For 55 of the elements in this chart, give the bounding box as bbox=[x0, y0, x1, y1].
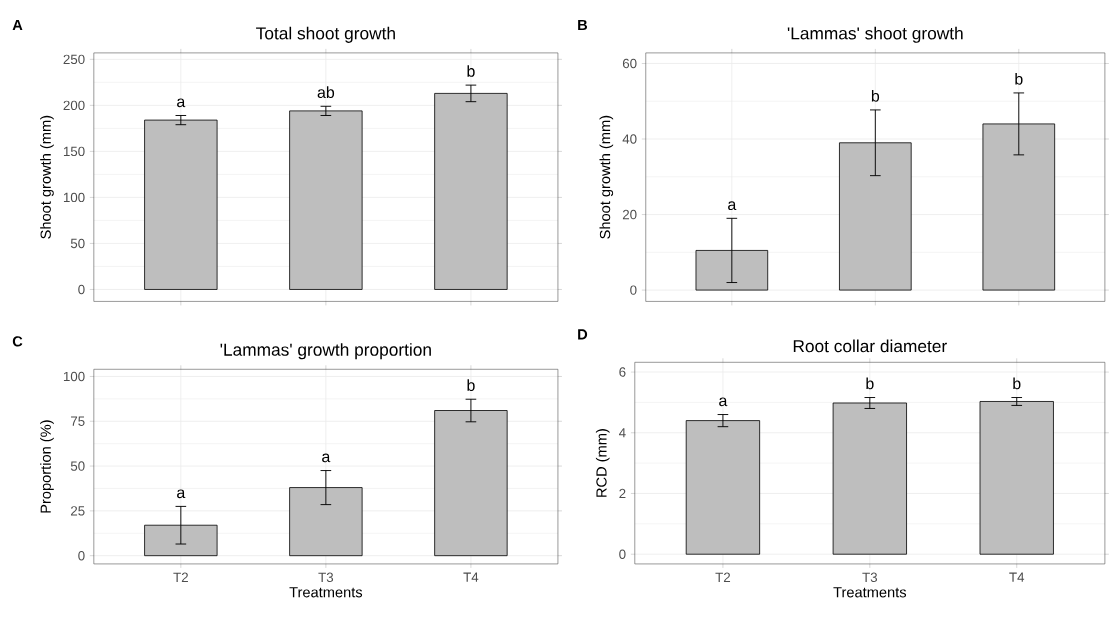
y-tick-label: 50 bbox=[70, 238, 85, 249]
y-axis-title: RCD (mm) bbox=[595, 429, 610, 497]
y-axis-title: Proportion (%) bbox=[40, 420, 54, 513]
annotation: b bbox=[871, 90, 880, 102]
x-tick-label: T2 bbox=[173, 572, 188, 582]
bar bbox=[144, 524, 218, 557]
x-tick-label: T3 bbox=[862, 572, 878, 583]
text: D bbox=[578, 329, 588, 340]
y-tick-label: 100 bbox=[63, 192, 85, 203]
y-tick-label: 50 bbox=[70, 461, 85, 471]
chart-title: Total shoot growth bbox=[256, 26, 395, 43]
x-tick-label: T4 bbox=[463, 572, 479, 582]
annotation: a bbox=[322, 453, 331, 463]
y-tick-label: 60 bbox=[622, 58, 637, 69]
y-tick-label: 40 bbox=[622, 134, 637, 144]
text: B bbox=[578, 20, 588, 31]
y-tick-label: 20 bbox=[622, 209, 637, 220]
y-tick-label: 75 bbox=[71, 416, 85, 426]
x-tick-label: T3 bbox=[318, 572, 334, 583]
y-tick-label: 150 bbox=[63, 146, 85, 157]
y-tick-label: 200 bbox=[63, 100, 85, 111]
text: A bbox=[12, 20, 23, 31]
x-tick-label: T4 bbox=[1009, 572, 1025, 582]
bar bbox=[979, 401, 1054, 555]
bar bbox=[832, 402, 907, 555]
y-tick-label: 4 bbox=[619, 428, 626, 438]
x-axis-title: Treatments bbox=[289, 587, 363, 598]
annotation: a bbox=[177, 489, 186, 499]
chart-title: 'Lammas' shoot growth bbox=[787, 26, 963, 43]
annotation: b bbox=[866, 377, 874, 390]
annotation: ab bbox=[317, 86, 335, 99]
x-axis-title: Treatments bbox=[833, 587, 907, 598]
annotation: a bbox=[719, 397, 728, 407]
y-tick-label: 25 bbox=[70, 506, 85, 516]
annotation: b bbox=[467, 379, 475, 392]
annotation: a bbox=[177, 98, 186, 108]
y-tick-label: 250 bbox=[63, 54, 85, 65]
bar bbox=[695, 250, 769, 291]
y-tick-label: 0 bbox=[78, 284, 85, 295]
chart-title: Root collar diameter bbox=[793, 339, 947, 353]
y-tick-label: 6 bbox=[619, 367, 626, 377]
chart-title: 'Lammas' growth proportion bbox=[220, 343, 431, 360]
y-axis-title: Shoot growth (mm) bbox=[599, 115, 614, 239]
text: C bbox=[12, 336, 23, 347]
annotation: a bbox=[728, 201, 737, 211]
y-axis-title: Shoot growth (mm) bbox=[40, 115, 54, 239]
y-tick-label: 0 bbox=[78, 551, 85, 561]
x-tick-label: T2 bbox=[715, 572, 731, 582]
y-tick-label: 0 bbox=[630, 285, 637, 295]
y-tick-label: 0 bbox=[619, 549, 626, 559]
y-tick-label: 2 bbox=[619, 488, 626, 499]
annotation: b bbox=[1015, 73, 1023, 85]
annotation: b bbox=[467, 65, 475, 77]
annotation: b bbox=[1013, 377, 1021, 390]
y-tick-label: 100 bbox=[63, 371, 85, 382]
